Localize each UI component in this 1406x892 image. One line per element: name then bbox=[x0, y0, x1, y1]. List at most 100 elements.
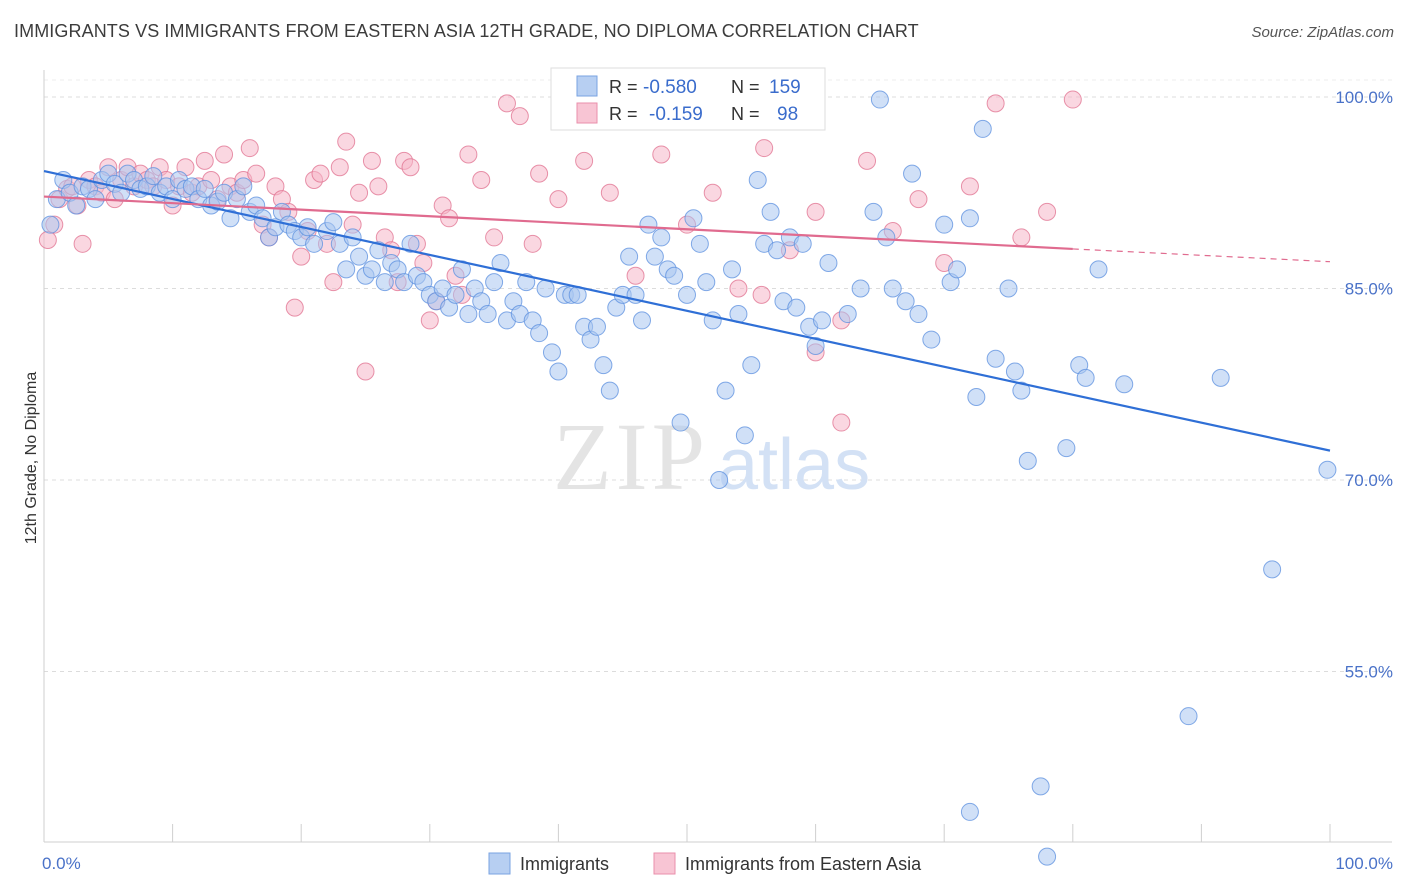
x-tick-label-max: 100.0% bbox=[1335, 854, 1393, 873]
grid-lines bbox=[44, 79, 1392, 672]
immigrants-point bbox=[883, 279, 902, 298]
eastern-asia-point bbox=[575, 151, 594, 170]
bottom-legend-eastern-asia: Immigrants from Eastern Asia bbox=[685, 854, 922, 874]
axes bbox=[43, 70, 1392, 843]
eastern-asia-point bbox=[986, 94, 1005, 113]
immigrants-point bbox=[652, 228, 671, 247]
immigrants-point bbox=[710, 471, 729, 489]
immigrants-point bbox=[234, 177, 253, 196]
immigrants-point bbox=[819, 253, 838, 272]
immigrants-point bbox=[1031, 777, 1050, 796]
immigrants-point bbox=[735, 426, 754, 445]
immigrants-point bbox=[748, 170, 767, 189]
immigrants-point bbox=[1263, 560, 1282, 579]
immigrants-point bbox=[922, 330, 941, 349]
legend-n-label-1: N = bbox=[731, 77, 760, 97]
eastern-asia-point bbox=[350, 183, 369, 202]
immigrants-point bbox=[144, 167, 163, 186]
eastern-asia-point bbox=[1012, 228, 1031, 247]
immigrants-trend-line bbox=[43, 169, 1331, 452]
immigrants-point bbox=[1057, 439, 1076, 458]
immigrants-point bbox=[1012, 381, 1031, 400]
immigrants-point bbox=[742, 356, 761, 375]
eastern-asia-point bbox=[485, 228, 504, 247]
immigrants-point bbox=[536, 279, 555, 298]
y-tick-label: 55.0% bbox=[1345, 663, 1393, 682]
immigrants-point bbox=[1318, 460, 1337, 479]
legend-r-label-1: R = bbox=[609, 77, 638, 97]
series-legend: Immigrants Immigrants from Eastern Asia bbox=[488, 852, 922, 875]
eastern-asia-trend-extension bbox=[1072, 248, 1331, 263]
eastern-asia-point bbox=[472, 170, 491, 189]
immigrants-point bbox=[620, 247, 639, 266]
eastern-asia-point bbox=[356, 362, 375, 381]
eastern-asia-point bbox=[1038, 202, 1057, 221]
legend-r-value-2: -0.159 bbox=[649, 104, 703, 125]
eastern-asia-point bbox=[337, 132, 356, 151]
immigrants-point bbox=[864, 202, 883, 221]
stats-legend: R = -0.580 N = 159 R = -0.159 N = 98 bbox=[550, 67, 826, 131]
immigrants-point bbox=[948, 260, 967, 279]
eastern-asia-point bbox=[600, 183, 619, 202]
eastern-asia-point bbox=[73, 234, 92, 253]
immigrants-point bbox=[221, 209, 240, 228]
x-tick-label-min: 0.0% bbox=[42, 854, 81, 873]
immigrants-point bbox=[768, 241, 787, 260]
eastern-asia-point bbox=[909, 190, 928, 209]
immigrants-point bbox=[369, 241, 388, 260]
immigrants-point bbox=[41, 215, 60, 234]
immigrants-point bbox=[935, 215, 954, 234]
immigrants-point bbox=[337, 260, 356, 279]
immigrants-point bbox=[587, 317, 606, 336]
eastern-asia-point bbox=[1063, 90, 1082, 109]
immigrants-point bbox=[549, 362, 568, 381]
eastern-asia-point bbox=[703, 183, 722, 202]
immigrants-point bbox=[530, 324, 549, 343]
eastern-asia-point bbox=[369, 177, 388, 196]
eastern-asia-point bbox=[960, 177, 979, 196]
eastern-asia-point bbox=[752, 285, 771, 304]
immigrants-point bbox=[813, 311, 832, 330]
y-tick-label: 100.0% bbox=[1335, 88, 1393, 107]
y-tick-labels: 100.0% 85.0% 70.0% 55.0% bbox=[1335, 88, 1393, 682]
immigrants-point bbox=[1211, 368, 1230, 387]
immigrants-point bbox=[787, 298, 806, 317]
immigrants-point bbox=[716, 381, 735, 400]
legend-swatch-eastern-asia bbox=[576, 102, 598, 124]
immigrants-point bbox=[639, 215, 658, 234]
immigrants-point bbox=[870, 90, 889, 109]
legend-n-label-2: N = bbox=[731, 104, 760, 124]
immigrants-point bbox=[594, 356, 613, 375]
eastern-asia-point bbox=[858, 151, 877, 170]
eastern-asia-point bbox=[285, 298, 304, 317]
y-axis-title: 12th Grade, No Diploma bbox=[23, 372, 40, 545]
immigrants-point bbox=[761, 202, 780, 221]
eastern-asia-trend-line bbox=[43, 195, 1073, 251]
eastern-asia-point bbox=[247, 164, 266, 183]
legend-swatch-immigrants bbox=[576, 75, 598, 97]
eastern-asia-point bbox=[510, 107, 529, 126]
immigrants-point bbox=[903, 164, 922, 183]
legend-n-value-1: 159 bbox=[769, 77, 801, 98]
immigrants-point bbox=[909, 305, 928, 324]
legend-r-label-2: R = bbox=[609, 104, 638, 124]
immigrants-point bbox=[1076, 368, 1095, 387]
immigrants-point bbox=[1179, 707, 1198, 726]
watermark: ZIP atlas bbox=[553, 403, 870, 510]
eastern-asia-point bbox=[215, 145, 234, 164]
source-credit: Source: ZipAtlas.com bbox=[1251, 24, 1394, 41]
immigrants-point bbox=[806, 336, 825, 355]
immigrants-point bbox=[632, 311, 651, 330]
eastern-asia-point bbox=[652, 145, 671, 164]
immigrants-point bbox=[362, 260, 381, 279]
eastern-asia-point bbox=[401, 158, 420, 177]
eastern-asia-point bbox=[755, 139, 774, 158]
immigrants-point bbox=[67, 196, 86, 215]
immigrants-point bbox=[697, 273, 716, 292]
immigrants-point bbox=[491, 253, 510, 272]
immigrants-point bbox=[690, 234, 709, 253]
immigrants-point bbox=[195, 179, 214, 198]
immigrants-point bbox=[665, 266, 684, 285]
immigrants-point bbox=[350, 247, 369, 266]
